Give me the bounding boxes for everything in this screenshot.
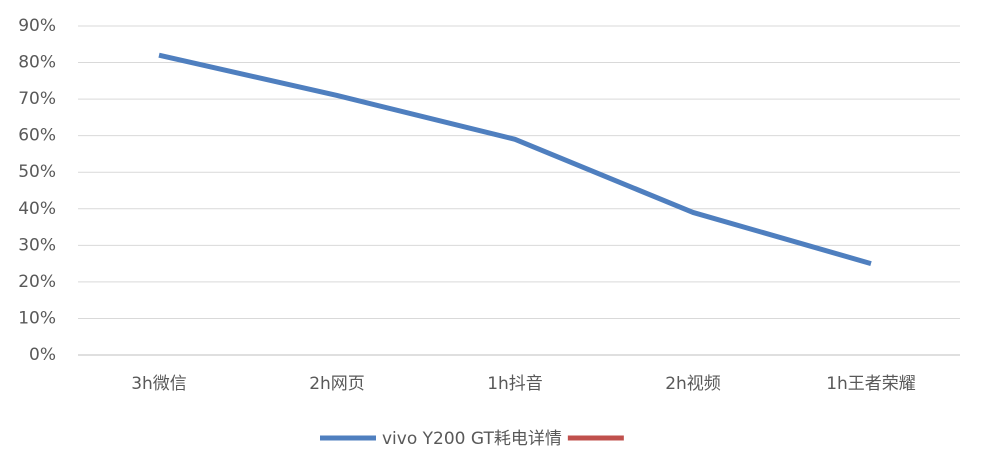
x-tick-label: 1h抖音: [487, 374, 543, 394]
y-tick-label: 20%: [18, 272, 56, 292]
series-line: [158, 52, 872, 267]
x-tick-label: 2h视频: [665, 374, 721, 394]
y-tick-label: 80%: [18, 53, 56, 73]
y-tick-label: 10%: [18, 308, 56, 328]
x-tick-label: 1h王者荣耀: [826, 374, 916, 394]
y-tick-label: 40%: [18, 199, 56, 219]
y-tick-label: 30%: [18, 235, 56, 255]
y-tick-label: 0%: [29, 345, 56, 365]
y-tick-label: 90%: [18, 16, 56, 36]
x-tick-label: 3h微信: [131, 374, 187, 394]
y-tick-label: 50%: [18, 162, 56, 182]
y-tick-label: 60%: [18, 126, 56, 146]
x-tick-label: 2h网页: [309, 374, 365, 394]
y-tick-label: 70%: [18, 89, 56, 109]
legend-label: vivo Y200 GT耗电详情: [382, 429, 562, 449]
